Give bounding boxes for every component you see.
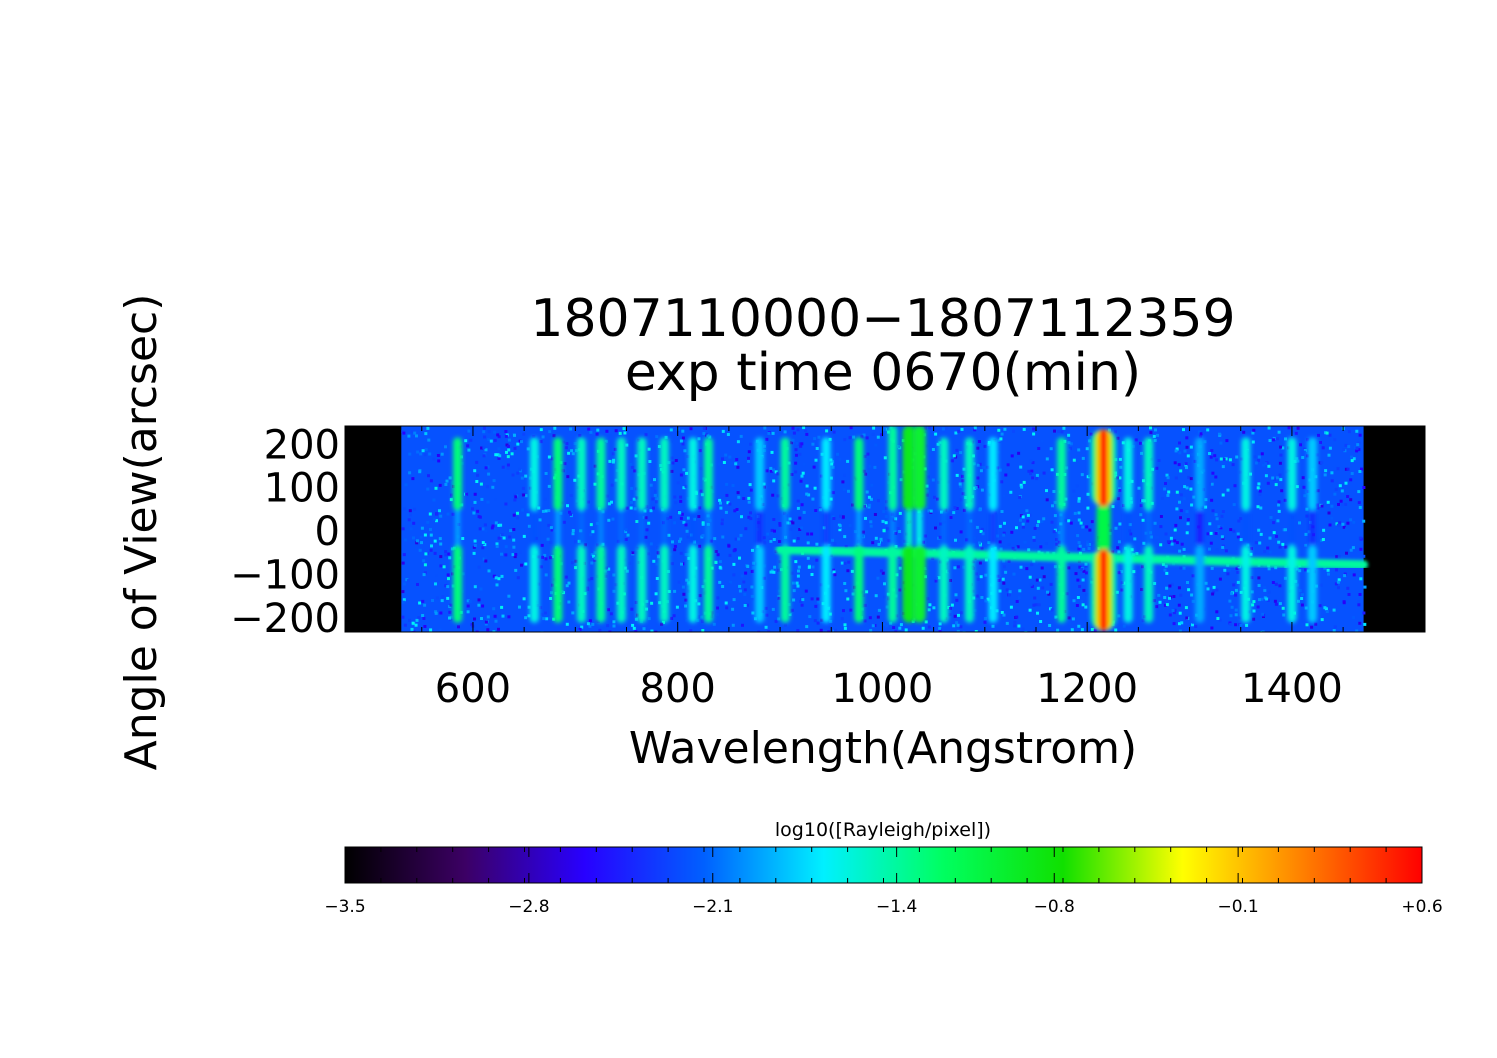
emission-line: [1057, 437, 1067, 623]
emission-line: [755, 437, 765, 623]
data-region: [401, 426, 1364, 632]
colorbar-label: log10([Rayleigh/pixel]): [775, 819, 991, 841]
plot-frame: [344, 425, 1426, 633]
emission-line: [596, 437, 606, 623]
chart-subtitle: exp time 0670(min): [625, 343, 1141, 403]
emission-line: [902, 426, 916, 623]
emission-line: [703, 437, 713, 623]
y-tick-label: −200: [230, 596, 340, 642]
emission-line: [553, 437, 563, 623]
chart-title: 1807110000−1807112359: [530, 289, 1235, 349]
y-tick-label: −100: [230, 552, 340, 598]
emission-line: [1241, 437, 1251, 623]
x-tick-label: 1200: [1036, 666, 1138, 712]
emission-line: [1090, 429, 1117, 631]
emission-line: [888, 426, 898, 623]
colorbar-tick-label: −2.1: [692, 897, 733, 917]
emission-line: [688, 437, 698, 623]
emission-line: [1195, 437, 1205, 623]
emission-line: [1287, 437, 1297, 623]
colorbar-tick-label: −2.8: [508, 897, 549, 917]
emission-line: [821, 437, 831, 623]
colorbar-tick-label: −0.1: [1217, 897, 1258, 917]
emission-line: [1144, 437, 1154, 623]
x-tick-label: 600: [435, 666, 511, 712]
y-tick-label: 200: [264, 422, 340, 468]
emission-line: [529, 437, 539, 623]
y-axis-label: Angle of View(arcsec): [116, 294, 167, 771]
emission-line: [453, 437, 463, 623]
y-tick-label: 100: [264, 466, 340, 512]
emission-line: [854, 437, 864, 623]
emission-line: [576, 437, 586, 623]
emission-line: [659, 437, 669, 623]
emission-line: [964, 437, 974, 623]
x-axis-label: Wavelength(Angstrom): [629, 723, 1137, 774]
x-tick-label: 1000: [832, 666, 934, 712]
emission-line: [780, 437, 790, 623]
emission-line: [1123, 437, 1133, 623]
emission-line: [1307, 437, 1317, 623]
emission-line: [616, 437, 626, 623]
colorbar: [344, 846, 1423, 884]
heatmap-image: [345, 426, 1425, 632]
colorbar-tick-label: +0.6: [1401, 897, 1442, 917]
emission-line: [988, 437, 998, 623]
emission-line: [912, 426, 926, 623]
y-tick-label: 0: [315, 509, 340, 555]
emission-line: [637, 437, 647, 623]
limb-trace: [775, 545, 1369, 570]
colorbar-tick-label: −1.4: [876, 897, 917, 917]
emission-line: [939, 437, 949, 623]
x-tick-label: 800: [640, 666, 716, 712]
x-tick-label: 1400: [1241, 666, 1343, 712]
colorbar-tick-label: −3.5: [324, 897, 365, 917]
colorbar-ticks: −3.5 −2.8 −2.1 −1.4 −0.8 −0.1 +0.6: [324, 847, 1443, 917]
colorbar-tick-label: −0.8: [1034, 897, 1075, 917]
